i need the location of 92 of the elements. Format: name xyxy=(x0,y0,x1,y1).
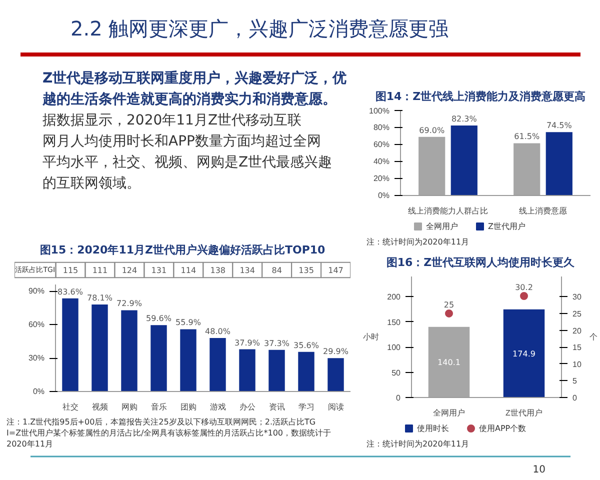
y-tick-label: 150 xyxy=(387,318,402,327)
y-tick-label: 0% xyxy=(32,387,44,396)
text: 111 xyxy=(92,266,108,275)
bar xyxy=(239,349,256,392)
bar xyxy=(210,338,226,392)
data-label: 30.2 xyxy=(515,282,533,292)
text: 131 xyxy=(151,266,167,275)
x-tick-label: 阅读 xyxy=(328,402,344,412)
y2-tick-label: 10 xyxy=(572,360,582,369)
bar xyxy=(150,325,167,392)
data-label: 37.9% xyxy=(234,338,260,348)
x-tick-label: 线上消费能力人群占比 xyxy=(408,206,488,216)
text: 134 xyxy=(240,266,255,275)
text: 2.2 触网更深更广，兴趣广泛消费意愿更强 xyxy=(70,16,449,40)
y2-tick-label: 20 xyxy=(572,326,582,336)
text: 147 xyxy=(328,266,344,275)
y-tick-label: 20% xyxy=(373,174,390,183)
data-label: 74.5% xyxy=(546,121,572,130)
y-tick-label: 0 xyxy=(396,394,402,402)
text: 84 xyxy=(272,266,282,275)
y-tick-label: 40% xyxy=(373,157,390,166)
x-tick-label: 线上消费意愿 xyxy=(519,206,567,216)
x-tick-label: 游戏 xyxy=(210,402,226,412)
legend-label: 全网用户 xyxy=(426,222,458,231)
bar xyxy=(328,358,344,392)
bar xyxy=(121,310,138,392)
text: 114 xyxy=(180,266,196,275)
bar xyxy=(546,132,572,196)
text: 138 xyxy=(210,266,226,275)
text: 124 xyxy=(122,266,138,275)
data-label: 35.6% xyxy=(294,340,320,350)
y2-tick-label: 25 xyxy=(572,309,582,318)
data-label: 37.3% xyxy=(264,338,290,348)
y-tick-label: 80% xyxy=(373,123,390,132)
chart-title: 图16：Z世代互联网人均使用时长更久 xyxy=(386,256,576,269)
text: 10 xyxy=(532,464,546,476)
data-label: 61.5% xyxy=(514,132,540,142)
legend-label: Z世代用户 xyxy=(488,222,526,231)
data-label: 83.6% xyxy=(58,287,84,296)
y-tick-label: 90% xyxy=(28,286,45,296)
legend-label: 使用APP个数 xyxy=(479,424,526,433)
text: 注：1.Z世代指95后+00后，本篇报告关注25岁及以下移动互联网网民；2.活跃占比TGI=Z世代用户某个标签属性的月活占比/全网具有该标签属性的月活跃占比*100，数据统计于2020年11月 xyxy=(6,418,332,448)
y-tick-label: 60% xyxy=(373,140,390,149)
bar xyxy=(514,143,540,196)
y-axis-title: 小时 xyxy=(363,332,380,342)
x-tick-label: 学习 xyxy=(298,402,314,412)
text: Z世代是移动互联网重度用户，兴趣爱好广泛，优越的生活条件造就更高的消费实力和消费意愿。 xyxy=(42,70,347,108)
y2-tick-label: 15 xyxy=(572,343,582,352)
legend-label: 使用时长 xyxy=(417,424,449,433)
x-tick-label: 团购 xyxy=(180,402,196,412)
data-label: 59.6% xyxy=(146,314,172,324)
bar xyxy=(180,329,196,392)
chart-title: 图14：Z世代线上消费能力及消费意愿更高 xyxy=(375,90,586,103)
x-tick-label: 社交 xyxy=(62,402,78,412)
bar xyxy=(268,350,285,392)
data-label: 48.0% xyxy=(205,327,231,336)
bar xyxy=(92,304,108,392)
bar xyxy=(418,136,446,196)
y2-tick-label: 5 xyxy=(572,376,578,386)
text: 注：统计时间为2020年11月 xyxy=(366,440,470,448)
data-label: 25 xyxy=(444,300,454,310)
y-tick-label: 200 xyxy=(387,292,402,302)
data-label: 82.3% xyxy=(451,114,478,124)
data-label: 78.1% xyxy=(87,293,113,302)
text: 115 xyxy=(62,266,78,275)
text: 据数据显示，2020年11月Z世代移动互联网月人均使用时长和APP数量方面均超过全网平均水平，社交、视频、网购是Z世代最感兴趣的互联网领域。 xyxy=(42,112,332,192)
data-label: 55.9% xyxy=(176,318,202,328)
y2-tick-label: 30 xyxy=(572,292,582,302)
y-tick-label: 50 xyxy=(392,368,402,378)
bar xyxy=(298,352,314,392)
y2-axis-title: 个 xyxy=(589,332,598,342)
data-label: 140.1 xyxy=(438,358,460,368)
data-label: 29.9% xyxy=(323,347,349,356)
text: 135 xyxy=(298,266,314,275)
y-tick-label: 30% xyxy=(28,354,45,363)
y2-tick-label: 0 xyxy=(572,394,578,402)
data-label: 174.9 xyxy=(512,349,536,358)
y-tick-label: 100 xyxy=(387,343,402,352)
x-tick-label: 视频 xyxy=(92,402,108,412)
bar xyxy=(62,298,78,392)
x-tick-label: 网购 xyxy=(121,402,138,412)
data-label: 72.9% xyxy=(116,299,142,308)
y-tick-label: 60% xyxy=(28,320,45,330)
y-tick-label: 100% xyxy=(369,106,390,116)
x-tick-label: 音乐 xyxy=(150,402,167,412)
text: 注：统计时间为2020年11月 xyxy=(366,238,470,246)
x-tick-label: 资讯 xyxy=(268,402,285,412)
chart-title: 图15：2020年11月Z世代用户兴趣偏好活跃占比TOP10 xyxy=(40,244,326,256)
x-tick-label: 办公 xyxy=(239,402,256,412)
data-label: 69.0% xyxy=(419,126,445,135)
y-tick-label: 0% xyxy=(378,191,390,200)
bar xyxy=(450,126,478,196)
